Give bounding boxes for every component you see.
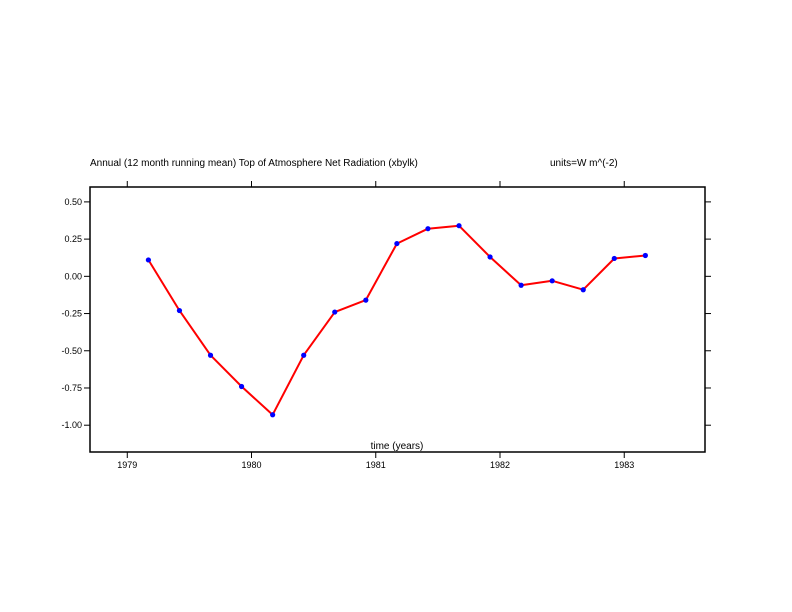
data-point	[425, 226, 431, 232]
x-tick-label: 1982	[490, 460, 510, 470]
data-point	[456, 223, 462, 229]
data-point	[145, 257, 151, 263]
series-markers	[145, 223, 648, 418]
y-tick-label: -1.00	[61, 420, 82, 430]
data-point	[207, 352, 214, 358]
data-point	[518, 282, 524, 288]
y-tick-label: -0.25	[61, 309, 82, 319]
x-tick-label: 1979	[117, 460, 137, 470]
x-tick-label: 1981	[366, 460, 386, 470]
data-point	[611, 255, 617, 262]
data-point	[301, 352, 307, 358]
chart-title: Annual (12 month running mean) Top of At…	[90, 158, 418, 169]
data-point	[549, 278, 555, 284]
data-point	[487, 254, 493, 260]
x-tick-label: 1980	[241, 460, 261, 470]
x-axis-title: time (years)	[371, 441, 424, 452]
x-axis: 1979 1980 1981 1982 1983	[117, 181, 634, 470]
data-point	[176, 307, 183, 314]
data-point	[238, 383, 245, 390]
data-point	[394, 240, 400, 247]
y-axis: 0.50 0.25 0.00 -0.25 -0.50 -0.75 -1.00	[61, 197, 711, 430]
data-point	[270, 412, 276, 418]
units-label: units=W m^(-2)	[550, 158, 618, 169]
y-tick-label: -0.50	[61, 346, 82, 356]
y-tick-label: 0.00	[64, 271, 82, 281]
plot-frame	[89, 186, 706, 453]
y-tick-label: 0.50	[64, 197, 82, 207]
data-point	[363, 297, 369, 303]
data-point	[642, 252, 648, 259]
y-tick-label: -0.75	[61, 383, 82, 393]
y-tick-label: 0.25	[64, 234, 82, 244]
x-tick-label: 1983	[614, 460, 634, 470]
data-point	[580, 287, 586, 293]
data-point	[332, 309, 338, 315]
series-line	[147, 224, 646, 416]
